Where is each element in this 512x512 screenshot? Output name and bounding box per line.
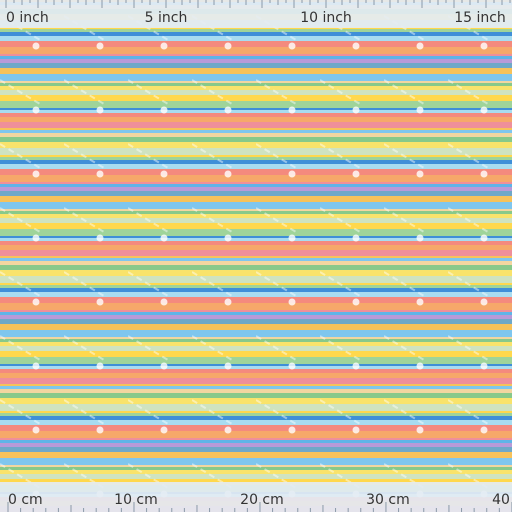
bottom-ruler: 0 cm 10 cm 20 cm 30 cm 40 cm	[0, 482, 512, 512]
ruler-bg	[0, 482, 512, 512]
ruler-label: 0 inch	[6, 10, 49, 26]
ruler-label: 5 inch	[145, 10, 188, 26]
ruler-label: 10 inch	[300, 10, 352, 26]
ruler-label: 15 inch	[454, 10, 506, 26]
ruler-label: 40 cm	[492, 492, 512, 508]
top-ruler: 0 inch 5 inch 10 inch 15 inch	[0, 0, 512, 28]
ruler-label: 0 cm	[8, 492, 43, 508]
ruler-label: 30 cm	[366, 492, 410, 508]
ruler-label: 10 cm	[114, 492, 158, 508]
ruler-bg	[0, 0, 512, 28]
ruler-label: 20 cm	[240, 492, 284, 508]
